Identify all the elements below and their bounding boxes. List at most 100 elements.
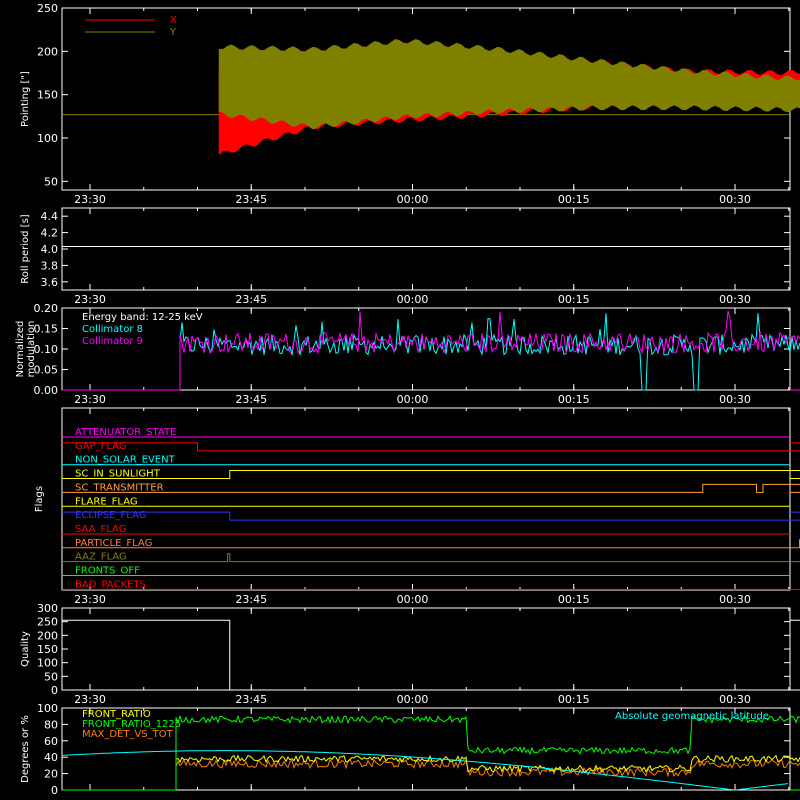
y-tick-label: 250 <box>37 2 58 15</box>
x-tick-label: 00:30 <box>719 593 751 606</box>
y-tick-label: 0 <box>51 684 58 697</box>
y-tick-label: 300 <box>37 602 58 615</box>
modulation-series-9 <box>62 310 800 391</box>
ratios-panel: 0 20 40 60 80 100 Degrees or % FRONT_RATIOFRONT… <box>20 702 800 797</box>
y-axis-label: Degrees or % <box>20 715 31 783</box>
flag-label-aaz-flag: AAZ_FLAG <box>75 552 127 563</box>
legend-label-front-ratio-1225: FRONT_RATIO_1225 <box>82 719 181 730</box>
legend-label-geomagnetic-latitude: Absolute geomagnetic latitude <box>615 711 769 722</box>
series-max-det-vs-tot <box>62 758 800 791</box>
energy-band-annotation: Energy band: 12-25 keV <box>82 312 203 323</box>
y-tick-label: 50 <box>44 175 58 188</box>
y-axis-label: Roll period [s] <box>20 214 31 283</box>
y-tick-label: 40 <box>44 751 58 764</box>
flag-label-flare-flag: FLARE_FLAG <box>75 496 138 507</box>
quality-line <box>62 619 800 691</box>
y-tick-label: 20 <box>44 768 58 781</box>
flag-trace-sc-transmitter <box>62 483 800 493</box>
flag-label-sc-in-sunlight: SC_IN_SUNLIGHT <box>75 469 161 480</box>
legend-label-collimator-9: Collimator 9 <box>82 336 143 347</box>
legend-label-collimator-8: Collimator 8 <box>82 324 143 335</box>
modulation-panel: 23:3023:4500:0000:1500:3000:4501:000.000… <box>15 302 800 406</box>
flag-trace-sc-in-sunlight <box>62 470 800 480</box>
flag-label-particle-flag: PARTICLE_FLAG <box>75 538 152 549</box>
y-tick-label: 0 <box>51 784 58 797</box>
flag-label-non-solar-event: NON_SOLAR_EVENT <box>75 455 176 466</box>
series-geomagnetic-latitude <box>61 750 789 791</box>
x-tick-label: 23:45 <box>235 193 267 206</box>
y-tick-label: 0.10 <box>34 343 59 356</box>
x-tick-label: 00:00 <box>397 193 429 206</box>
y-tick-label: 0.05 <box>34 364 59 377</box>
x-tick-label: 00:30 <box>719 193 751 206</box>
y-tick-label: 150 <box>37 89 58 102</box>
x-tick-label: 00:30 <box>719 393 751 406</box>
x-tick-label: 23:30 <box>74 293 106 306</box>
x-tick-label: 23:45 <box>235 693 267 706</box>
y-tick-label: 0.00 <box>34 384 59 397</box>
x-tick-label: 00:15 <box>558 593 590 606</box>
roll-period-panel: 23:3023:4500:0000:1500:3000:4501:003.63.… <box>20 207 791 306</box>
panel-frame <box>61 207 791 291</box>
x-tick-label: 00:15 <box>558 693 590 706</box>
y-tick-label: 0.20 <box>34 302 59 315</box>
y-tick-label: 3.8 <box>41 259 59 272</box>
y-tick-label: 4.2 <box>41 227 59 240</box>
x-tick-label: 00:00 <box>397 593 429 606</box>
y-tick-label: 80 <box>44 718 58 731</box>
flag-trace-gap-flag <box>62 442 800 452</box>
x-tick-label: 00:30 <box>719 693 751 706</box>
flag-label-bad-packets: BAD_PACKETS <box>75 579 146 590</box>
x-tick-label: 23:45 <box>235 393 267 406</box>
series-front-ratio-1225 <box>62 714 800 791</box>
y-tick-label: 60 <box>44 735 58 748</box>
pointing-series-y <box>218 39 800 130</box>
x-tick-label: 00:00 <box>397 693 429 706</box>
y-tick-label: 50 <box>44 670 58 683</box>
legend-label-y: Y <box>169 27 177 38</box>
legend-label-max-det-vs-tot: MAX_DET_VS_TOT <box>82 729 174 740</box>
x-tick-label: 00:15 <box>558 193 590 206</box>
y-tick-label: 4.0 <box>41 243 59 256</box>
y-axis-label: Pointing ["] <box>20 71 31 127</box>
series-front-ratio <box>62 754 800 791</box>
legend-label-x: X <box>170 15 177 26</box>
y-tick-label: 100 <box>37 132 58 145</box>
y-axis-label: modulation <box>26 321 37 378</box>
x-tick-label: 00:00 <box>397 393 429 406</box>
x-tick-label: 00:30 <box>719 293 751 306</box>
y-tick-label: 100 <box>37 702 58 715</box>
x-tick-label: 00:00 <box>397 293 429 306</box>
y-tick-label: 250 <box>37 616 58 629</box>
flag-label-fronts-off: FRONTS_OFF <box>75 566 140 577</box>
x-tick-label: 23:45 <box>235 293 267 306</box>
flag-trace-eclipse-flag <box>62 511 800 521</box>
x-tick-label: 00:15 <box>558 293 590 306</box>
flag-label-attenuator-state: ATTENUATOR_STATE <box>75 427 176 438</box>
y-axis-label: Normalized <box>15 321 26 378</box>
y-tick-label: 0.15 <box>34 323 59 336</box>
y-axis-label: Flags <box>34 486 45 512</box>
flag-trace-bad-packets <box>62 588 800 590</box>
flag-label-gap-flag: GAP_FLAG <box>75 441 127 452</box>
y-tick-label: 200 <box>37 629 58 642</box>
flags-panel: 23:3023:4500:0000:1500:3000:4501:00Flags… <box>34 407 800 606</box>
y-tick-label: 100 <box>37 657 58 670</box>
quality-panel: 23:3023:4500:0000:1500:3000:4501:0005010… <box>20 602 800 706</box>
flag-label-saa-flag: SAA_FLAG <box>75 524 126 535</box>
flag-trace-particle-flag <box>62 539 800 549</box>
y-tick-label: 150 <box>37 643 58 656</box>
x-tick-label: 23:30 <box>74 593 106 606</box>
x-tick-label: 23:30 <box>74 193 106 206</box>
legend-label-front-ratio: FRONT_RATIO <box>82 709 151 720</box>
flag-trace-aaz-flag <box>62 553 800 563</box>
y-tick-label: 200 <box>37 45 58 58</box>
y-tick-label: 4.4 <box>41 210 59 223</box>
x-tick-label: 00:15 <box>558 393 590 406</box>
y-tick-label: 3.6 <box>41 276 59 289</box>
modulation-series-8 <box>62 313 800 391</box>
pointing-panel: 23:3023:4500:0000:1500:3000:4501:0050100… <box>20 2 800 206</box>
flag-label-eclipse-flag: ECLIPSE_FLAG <box>75 510 146 521</box>
panel-frame <box>61 407 791 591</box>
y-axis-label: Quality <box>20 631 31 667</box>
